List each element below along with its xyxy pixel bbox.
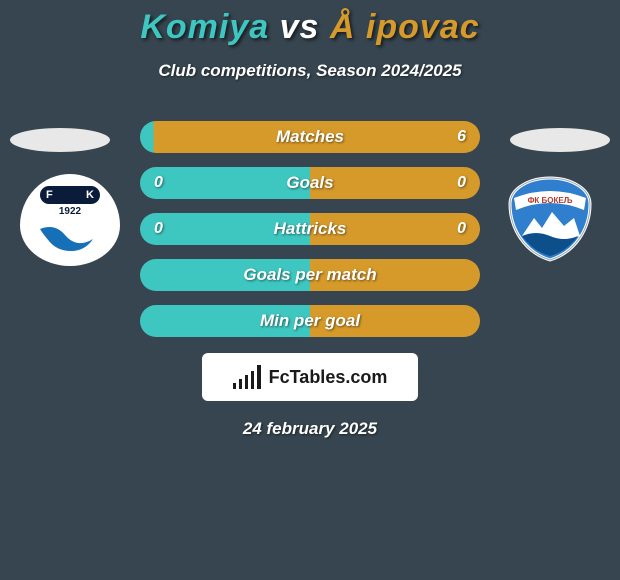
stat-bar: Min per goal <box>140 305 480 337</box>
stat-label: Matches <box>276 127 344 147</box>
stat-left-value: 0 <box>154 220 163 238</box>
footer-bar-segment <box>251 371 254 389</box>
stat-row: 0 Hattricks 0 <box>0 213 620 245</box>
page-title: Komiya vs Å ipovac <box>0 0 620 47</box>
stat-row: Min per goal <box>0 305 620 337</box>
footer-bars-icon <box>233 365 261 389</box>
date-line: 24 february 2025 <box>0 419 620 439</box>
stat-bar: Matches 6 <box>140 121 480 153</box>
stat-row: Matches 6 <box>0 121 620 153</box>
footer-brand-text: FcTables.com <box>269 367 388 388</box>
stat-right-value: 6 <box>457 128 466 146</box>
stat-right-value: 0 <box>457 174 466 192</box>
stat-label: Hattricks <box>274 219 347 239</box>
footer-bar-segment <box>245 375 248 389</box>
stat-bar: 0 Goals 0 <box>140 167 480 199</box>
title-vs: vs <box>280 8 320 46</box>
stat-row: Goals per match <box>0 259 620 291</box>
title-player1: Komiya <box>140 8 269 46</box>
stat-label: Goals per match <box>243 265 376 285</box>
stat-right-value: 0 <box>457 220 466 238</box>
stat-bar: Goals per match <box>140 259 480 291</box>
stat-bar: 0 Hattricks 0 <box>140 213 480 245</box>
subtitle: Club competitions, Season 2024/2025 <box>0 61 620 81</box>
stat-row: 0 Goals 0 <box>0 167 620 199</box>
stats-container: Matches 6 0 Goals 0 0 Hattricks 0 Goals per matc… <box>0 121 620 337</box>
footer-bar-segment <box>233 383 236 389</box>
footer-bar-segment <box>257 365 260 389</box>
stat-left-value: 0 <box>154 174 163 192</box>
title-player2: Å ipovac <box>330 8 480 46</box>
stat-label: Goals <box>286 173 333 193</box>
footer-bar-segment <box>239 379 242 389</box>
stat-label: Min per goal <box>260 311 360 331</box>
footer-badge: FcTables.com <box>202 353 418 401</box>
